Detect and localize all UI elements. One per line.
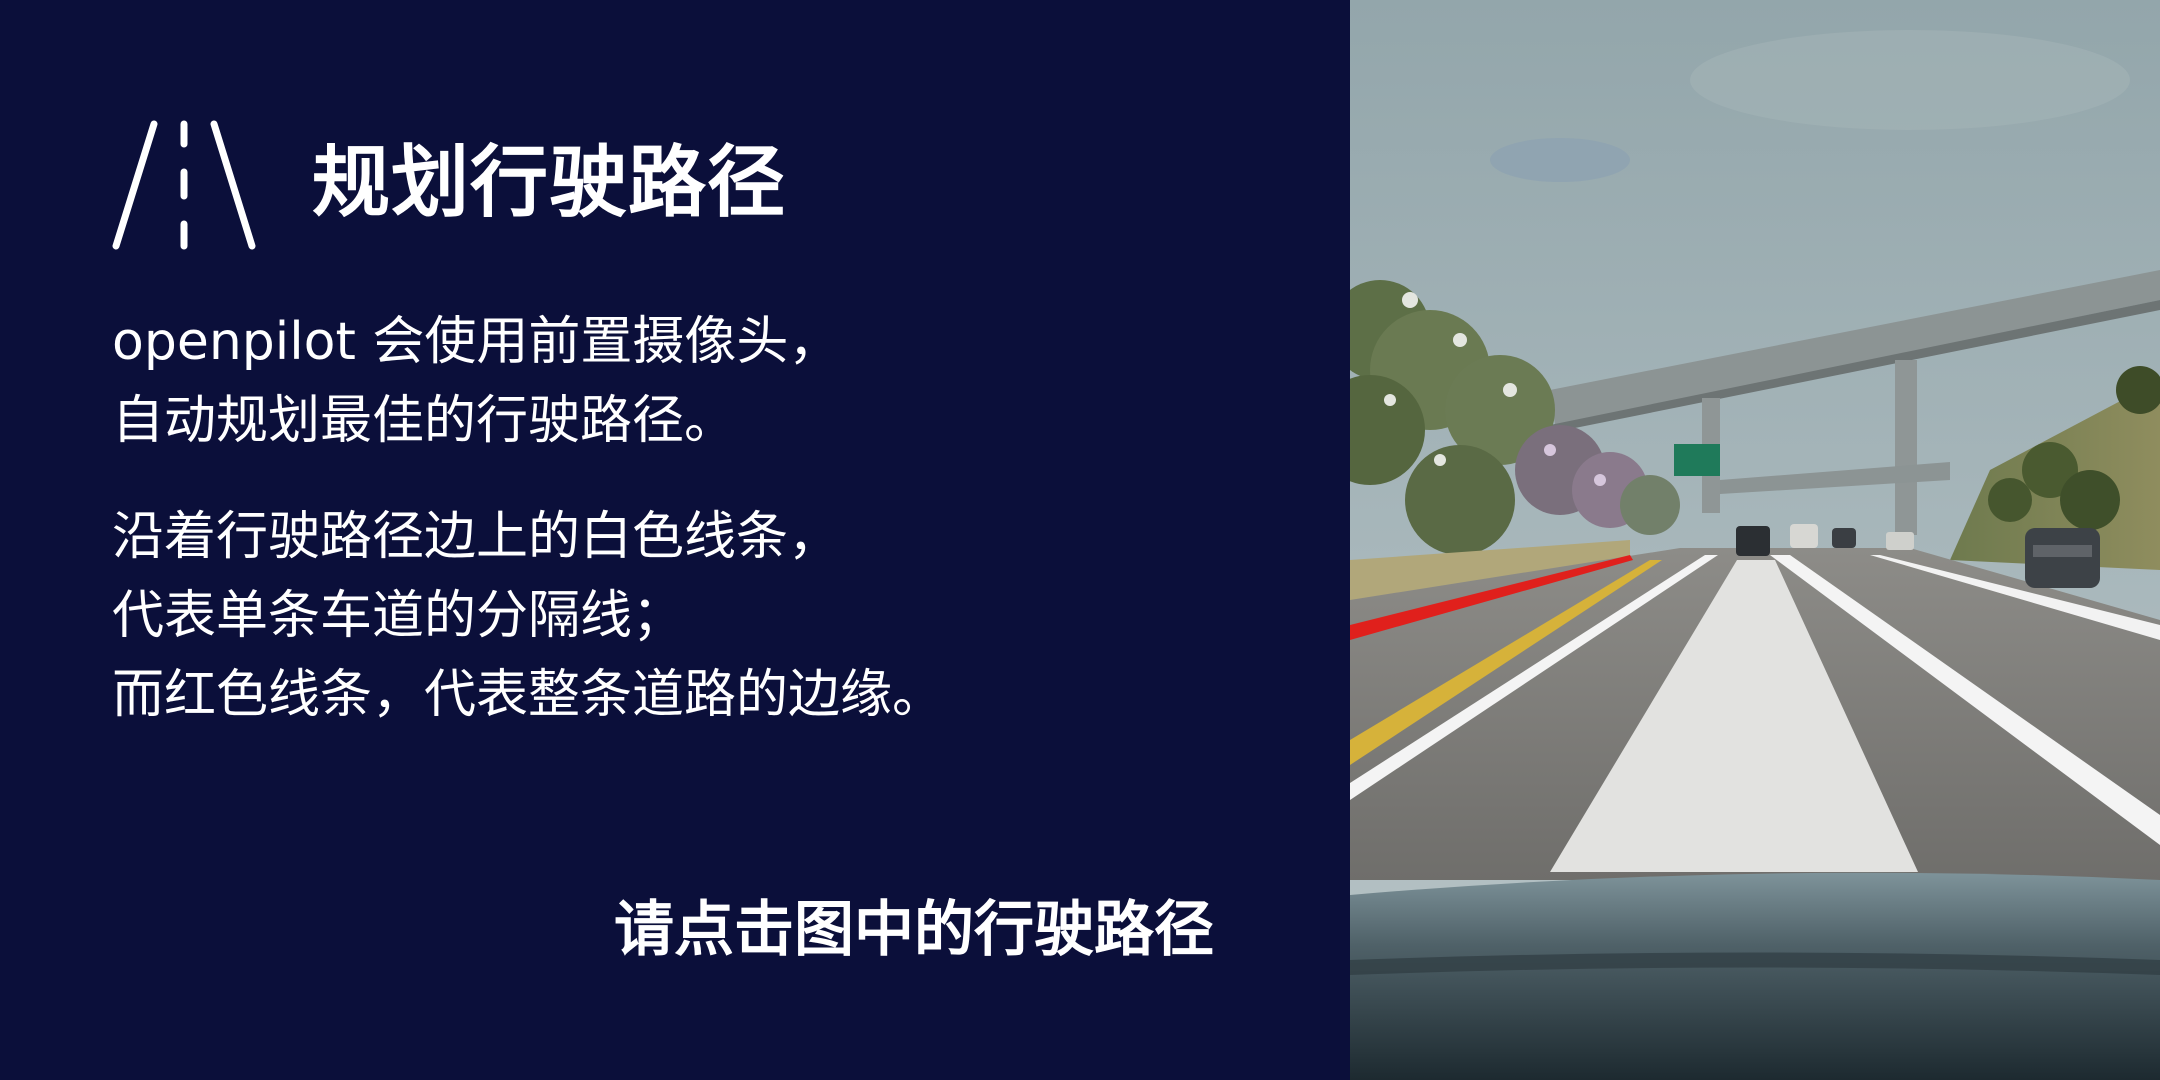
description-line: 代表单条车道的分隔线； — [112, 586, 685, 646]
driving-camera-view[interactable] — [1350, 0, 2160, 1080]
description-paragraph-1: openpilot 会使用前置摄像头， 自动规划最佳的行驶路径。 — [112, 303, 840, 461]
tap-path-prompt: 请点击图中的行驶路径 — [614, 895, 1214, 965]
description-paragraph-2: 沿着行驶路径边上的白色线条， 代表单条车道的分隔线； 而红色线条，代表整条道路的… — [112, 498, 944, 735]
description-line: openpilot 会使用前置摄像头， — [112, 312, 841, 372]
trees — [1350, 280, 1680, 555]
road-scene-image — [1350, 0, 2160, 1080]
description-line: 沿着行驶路径边上的白色线条， — [112, 507, 841, 567]
road-lanes-icon — [112, 120, 256, 250]
description-line: 自动规划最佳的行驶路径。 — [112, 391, 737, 451]
instruction-panel: 规划行驶路径 openpilot 会使用前置摄像头， 自动规划最佳的行驶路径。 … — [112, 120, 1214, 965]
description-line: 而红色线条，代表整条道路的边缘。 — [112, 665, 945, 725]
page-title: 规划行驶路径 — [312, 138, 787, 228]
